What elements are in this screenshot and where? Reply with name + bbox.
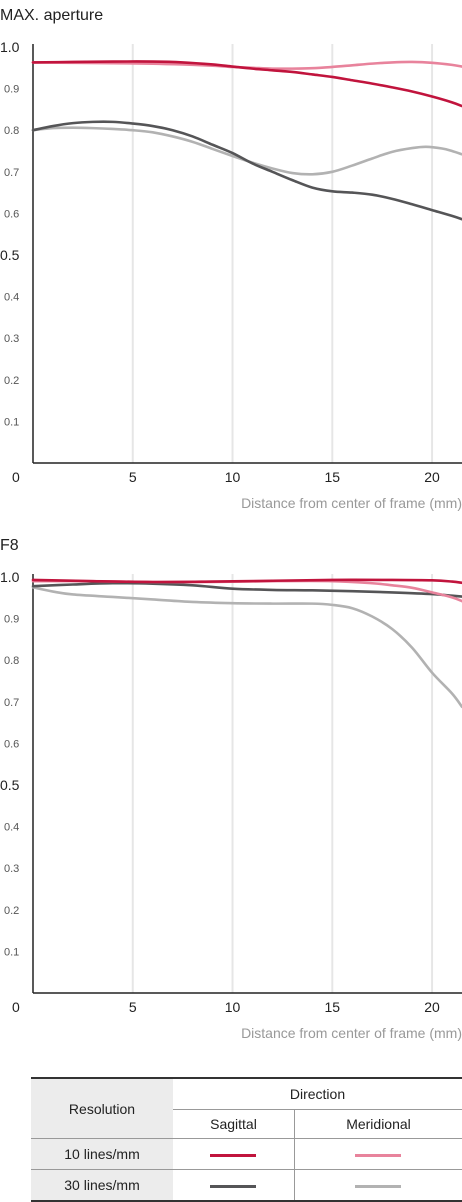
chart1-series-s30 <box>31 120 462 221</box>
chart2-y-tick-label: 0.1 <box>4 946 19 958</box>
chart2-x-tick-label: 5 <box>129 999 137 1015</box>
chart1-y-tick-label: 0.6 <box>4 208 19 220</box>
chart2-x-tick-label: 0 <box>12 999 20 1015</box>
chart1-title: MAX. aperture <box>0 7 103 24</box>
chart1-y-tick-label: 0.1 <box>4 416 19 428</box>
chart1-y-tick-label: 0.9 <box>4 84 19 96</box>
legend-row-30-label: 30 lines/mm <box>31 1169 173 1202</box>
chart2-series-s10 <box>31 578 462 585</box>
legend-swatch-sagittal-30 <box>210 1184 257 1188</box>
chart2-y-tick-label: 0.2 <box>4 905 19 917</box>
chart2-x-tick-label: 10 <box>225 999 241 1015</box>
chart1-y-tick-label: 0.2 <box>4 375 19 387</box>
legend-swatch-sagittal-10 <box>210 1153 257 1157</box>
chart2-y-tick-label: 0.3 <box>4 863 19 875</box>
chart1-series-m30 <box>31 126 462 176</box>
chart1-x-tick-label: 0 <box>12 469 20 485</box>
legend-sagittal-header: Sagittal <box>173 1109 295 1139</box>
chart2-x-tick-label: 20 <box>424 999 440 1015</box>
legend-meridional-header: Meridional <box>294 1109 462 1139</box>
chart1-x-tick-label: 10 <box>225 469 241 485</box>
chart1-x-tick-label: 5 <box>129 469 137 485</box>
chart2-y-tick-label: 0.5 <box>0 777 20 793</box>
chart2-x-tick-label: 15 <box>325 999 341 1015</box>
chart2-y-tick-label: 0.9 <box>4 614 19 626</box>
chart1-x-axis-label: Distance from center of frame (mm) <box>241 495 462 511</box>
chart2-y-tick-label: 0.4 <box>4 822 19 834</box>
chart2-x-axis-label: Distance from center of frame (mm) <box>241 1025 462 1041</box>
chart1-x-tick-label: 15 <box>325 469 341 485</box>
chart2-y-tick-label: 0.8 <box>4 655 19 667</box>
legend-row-10-label: 10 lines/mm <box>31 1138 173 1170</box>
chart1-y-tick-label: 0.4 <box>4 292 19 304</box>
chart-max-aperture: MAX. aperture 1.0 0.9 0.8 0.7 0.6 0.5 0.4 0.3 0.2… <box>0 7 462 511</box>
chart1-series-s10 <box>31 60 462 108</box>
legend-resolution-header: Resolution <box>31 1077 173 1139</box>
chart2-title: F8 <box>0 537 19 554</box>
chart1-y-tick-label: 1.0 <box>0 39 20 55</box>
chart1-y-tick-label: 0.7 <box>4 167 19 179</box>
chart2-series-m30 <box>31 586 462 709</box>
chart1-y-tick-label: 0.3 <box>4 333 19 345</box>
chart2-y-tick-label: 1.0 <box>0 569 20 585</box>
chart1-x-tick-label: 20 <box>424 469 440 485</box>
legend-direction-header: Direction <box>173 1077 462 1110</box>
legend-swatch-meridional-10 <box>355 1153 402 1157</box>
chart1-y-tick-label: 0.5 <box>0 247 20 263</box>
chart2-series-s30 <box>31 581 462 598</box>
legend-table: Resolution Direction Sagittal Meridional… <box>31 1077 462 1202</box>
chart1-series-m10 <box>31 60 462 71</box>
legend-swatch-meridional-30 <box>355 1184 402 1188</box>
chart1-y-tick-label: 0.8 <box>4 125 19 137</box>
chart2-y-tick-label: 0.7 <box>4 697 19 709</box>
chart2-y-tick-label: 0.6 <box>4 738 19 750</box>
chart-f8: F8 1.0 0.9 0.8 0.7 0.6 0.5 0.4 0.3 0.2 0.1 0 5 10 15 20… <box>0 537 462 1041</box>
